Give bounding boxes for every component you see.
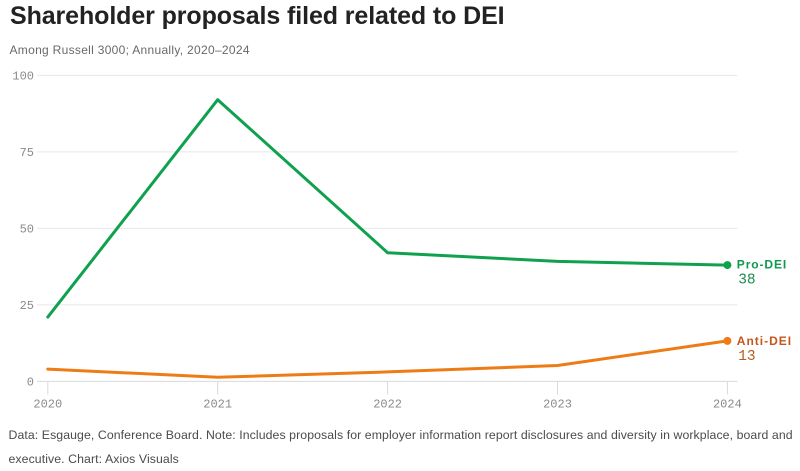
- svg-text:75: 75: [20, 146, 34, 160]
- svg-text:Anti-DEI: Anti-DEI: [737, 334, 792, 348]
- svg-text:2021: 2021: [203, 398, 232, 412]
- svg-text:Pro-DEI: Pro-DEI: [737, 257, 787, 271]
- svg-text:0: 0: [27, 375, 34, 389]
- svg-text:2022: 2022: [373, 398, 402, 412]
- svg-text:13: 13: [738, 349, 755, 365]
- svg-text:2024: 2024: [713, 398, 742, 412]
- svg-text:100: 100: [12, 69, 34, 83]
- svg-text:2020: 2020: [33, 398, 62, 412]
- svg-text:25: 25: [20, 299, 34, 313]
- svg-text:2023: 2023: [543, 398, 572, 412]
- svg-text:50: 50: [20, 222, 34, 236]
- svg-text:38: 38: [738, 273, 755, 289]
